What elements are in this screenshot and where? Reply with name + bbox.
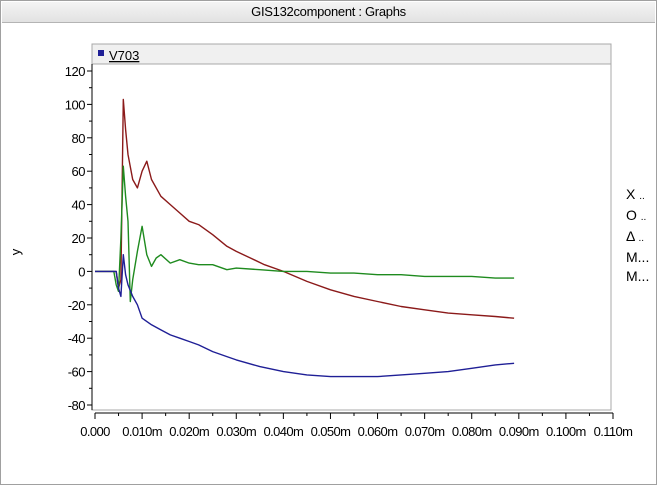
x-tick-label: 0.030m <box>216 424 256 439</box>
series-list-symbol: O <box>626 207 641 223</box>
x-tick-label: 0.100m <box>546 424 586 439</box>
series-list-label: M... <box>626 249 650 265</box>
x-tick-label: 0.110m <box>594 424 633 439</box>
series-list-label: .. <box>639 191 645 202</box>
series-list-item[interactable]: Δ .. <box>626 227 649 248</box>
x-tick-label: 0.040m <box>263 424 303 439</box>
legend-bar <box>91 43 612 65</box>
plot-area <box>91 63 612 411</box>
y-tick-label: -80 <box>68 398 86 413</box>
y-tick-label: 60 <box>72 164 86 179</box>
window-title: GIS132component : Graphs <box>2 2 655 23</box>
legend-label[interactable]: V703 <box>109 48 139 63</box>
series-list-symbol: Δ <box>626 228 639 244</box>
x-tick-label: 0.090m <box>499 424 539 439</box>
series-list-label: M... <box>626 268 650 284</box>
x-tick-label: 0.070m <box>405 424 445 439</box>
series-list-label: .. <box>638 233 645 244</box>
series-list: X .. O .. Δ .. M... M... <box>626 185 649 286</box>
x-tick-label: 0.060m <box>358 424 398 439</box>
y-tick-label: -60 <box>68 365 86 380</box>
y-tick-label: 20 <box>72 231 86 246</box>
x-tick-label: 0.010m <box>122 424 162 439</box>
y-tick-label: -40 <box>68 331 86 346</box>
series-list-symbol: X <box>626 186 640 202</box>
series-list-item[interactable]: O .. <box>626 206 649 227</box>
x-tick-label: 0.020m <box>169 424 209 439</box>
y-tick-label: -20 <box>68 298 86 313</box>
y-tick-label: 120 <box>65 64 85 79</box>
x-tick-label: 0.000 <box>80 424 110 439</box>
y-tick-label: 0 <box>78 264 85 279</box>
series-list-item[interactable]: M... <box>626 248 649 267</box>
x-tick-label: 0.080m <box>452 424 492 439</box>
series-list-label: .. <box>640 212 647 223</box>
y-tick-label: 100 <box>65 97 85 112</box>
x-tick-label: 0.050m <box>311 424 351 439</box>
y-tick-label: 40 <box>72 198 86 213</box>
series-line-1 <box>95 98 515 319</box>
series-line-2 <box>95 165 515 303</box>
series-list-item[interactable]: M... <box>626 267 649 286</box>
series-line-3 <box>95 253 515 378</box>
series-list-item[interactable]: X .. <box>626 185 649 206</box>
y-tick-label: 80 <box>72 131 86 146</box>
y-axis-label: y <box>8 248 23 255</box>
legend-swatch <box>98 50 104 56</box>
